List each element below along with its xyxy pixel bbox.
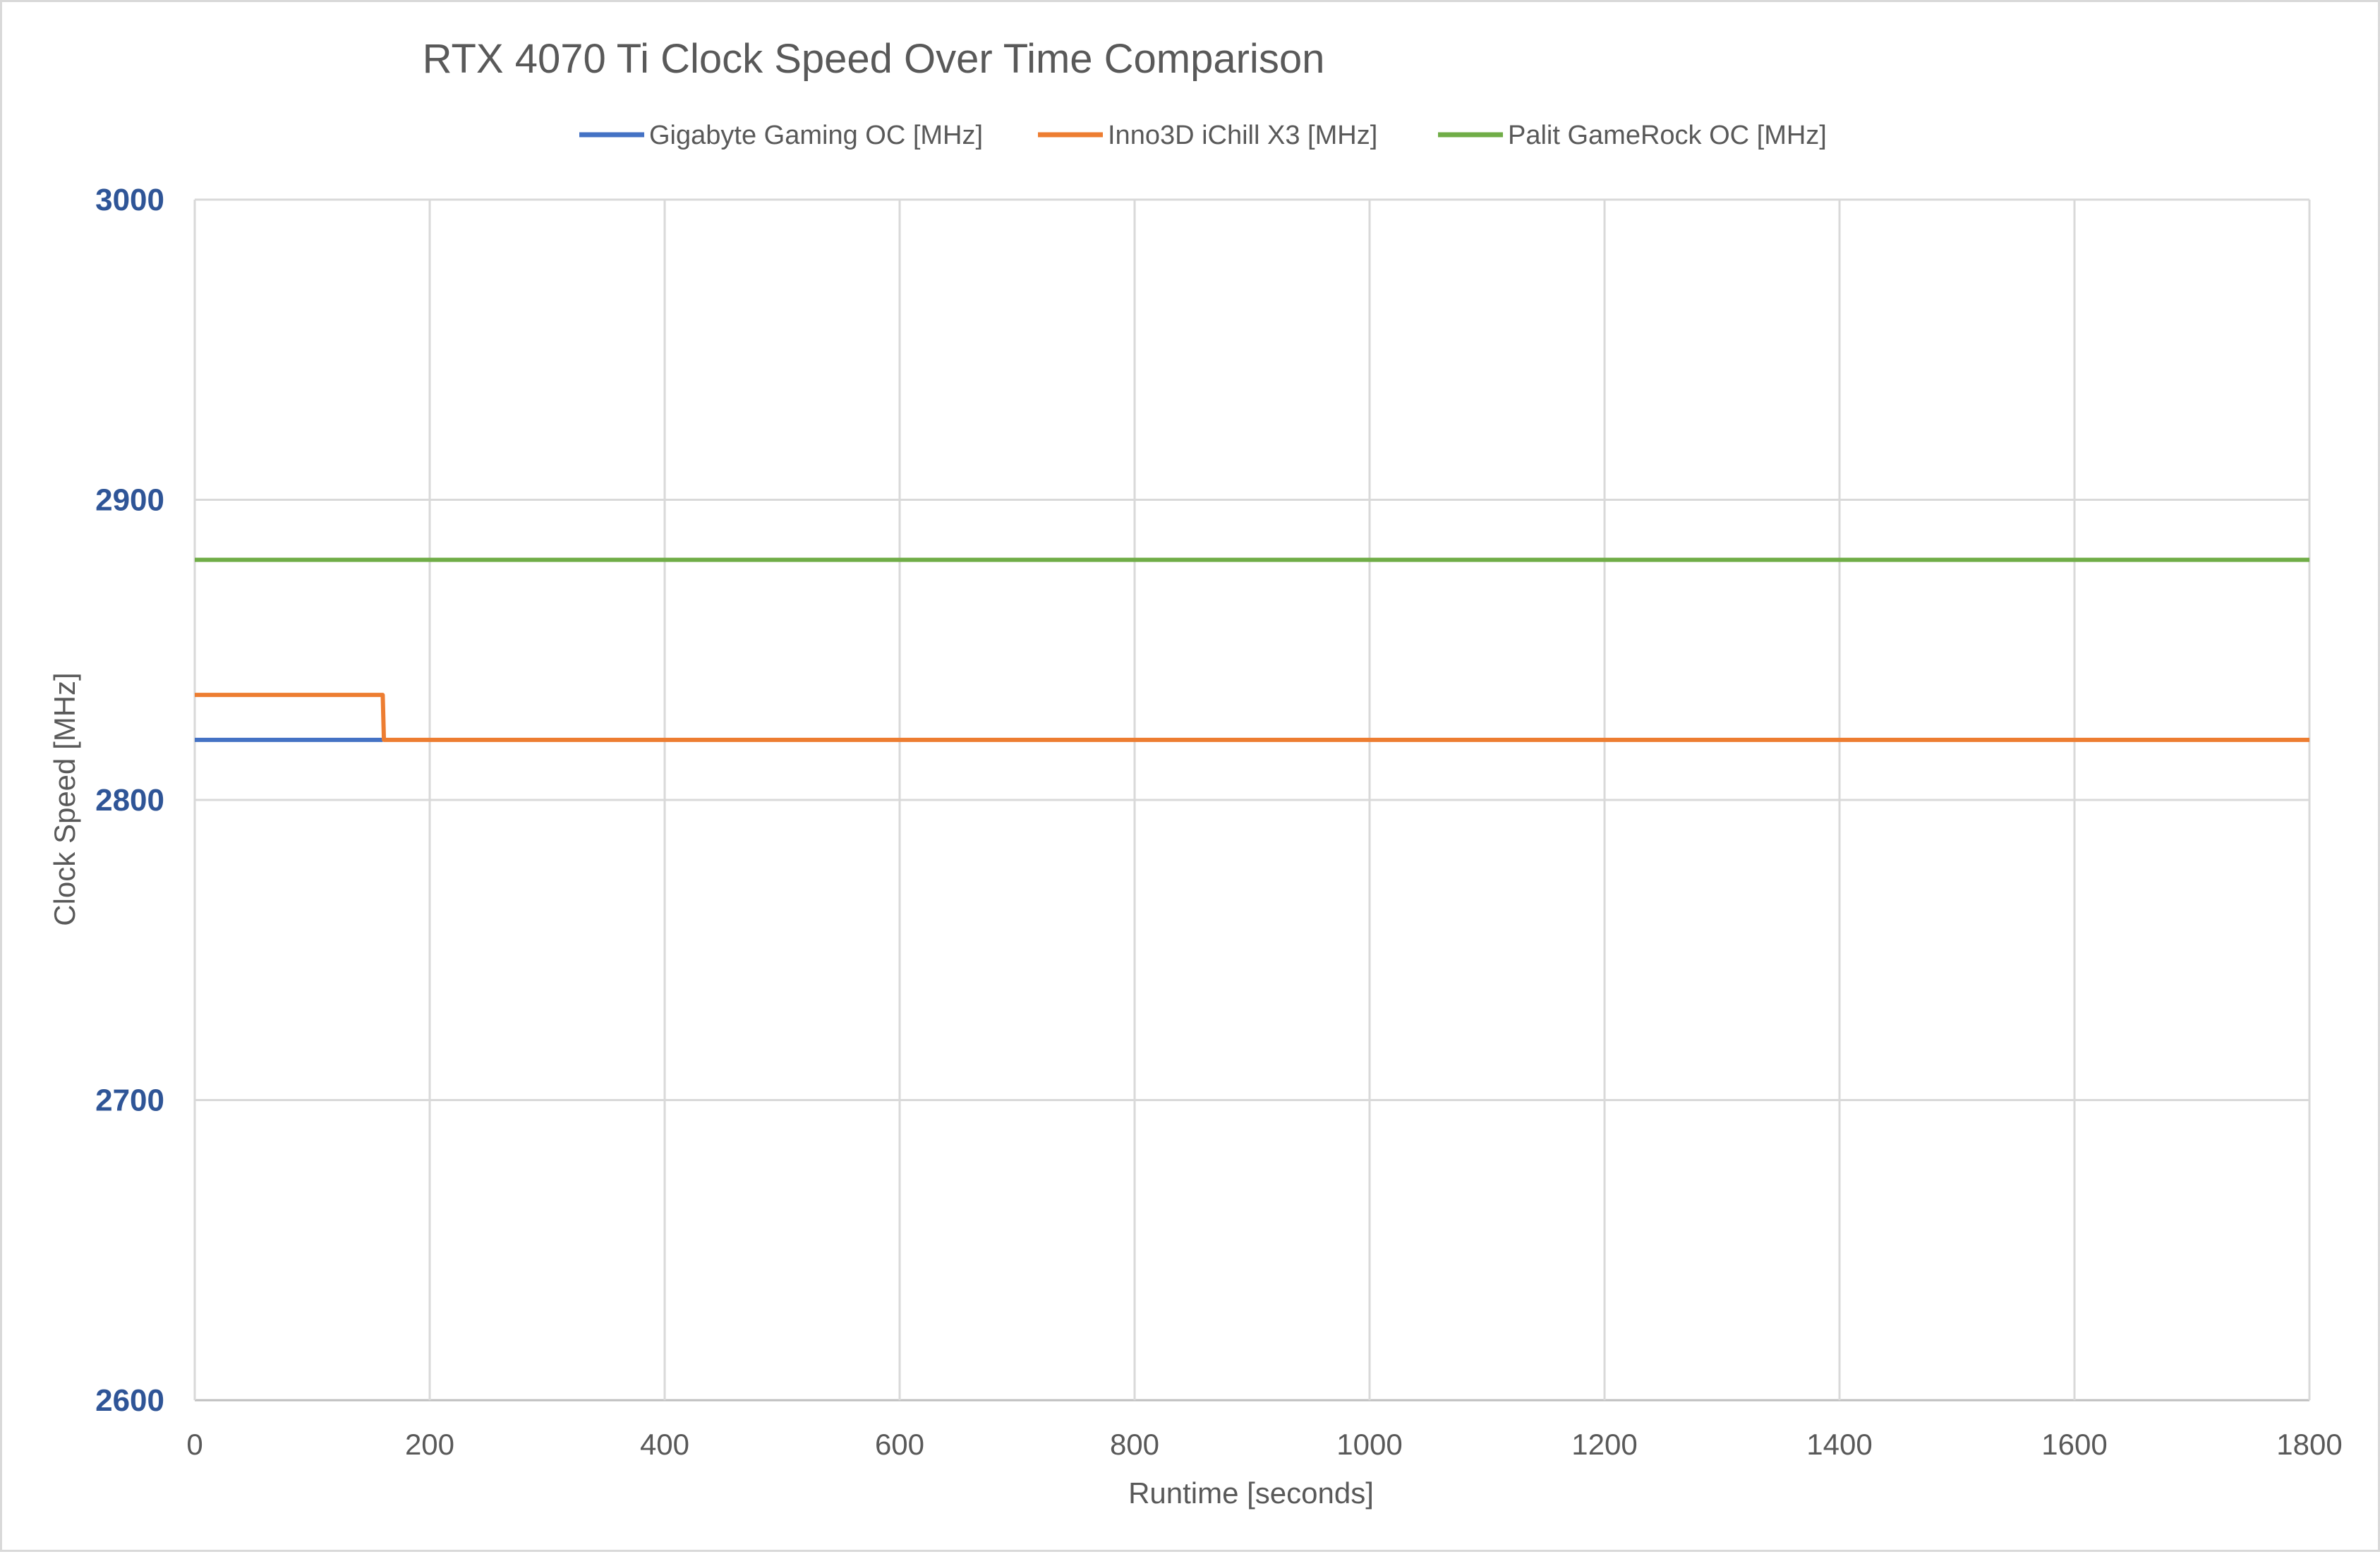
x-tick-label-200: 200 <box>405 1428 454 1461</box>
series-lines <box>195 557 2309 742</box>
gridlines <box>193 198 2311 1402</box>
x-tick-label-0: 0 <box>186 1428 203 1461</box>
y-tick-label-3000: 3000 <box>95 183 164 217</box>
legend-label-1: Gigabyte Gaming OC [MHz] <box>649 121 983 150</box>
x-tick-label-1000: 1000 <box>1336 1428 1402 1461</box>
x-tick-label-400: 400 <box>640 1428 689 1461</box>
x-tick-label-1200: 1200 <box>1571 1428 1637 1461</box>
y-tick-label-2700: 2700 <box>95 1083 164 1118</box>
x-tick-label-800: 800 <box>1110 1428 1159 1461</box>
x-tick-label-600: 600 <box>875 1428 924 1461</box>
y-axis-title: Clock Speed [MHz] <box>48 672 81 925</box>
x-axis-ticks: 0 200 400 600 800 1000 1200 1400 1600 1800 <box>186 1428 2342 1461</box>
legend-label-2: Inno3D iChill X3 [MHz] <box>1108 121 1377 150</box>
chart-title: RTX 4070 Ti Clock Speed Over Time Compar… <box>423 36 1325 82</box>
y-tick-label-2800: 2800 <box>95 783 164 818</box>
y-tick-label-2600: 2600 <box>95 1383 164 1418</box>
series-line-2 <box>195 693 2309 742</box>
legend-label-3: Palit GameRock OC [MHz] <box>1508 121 1827 150</box>
x-axis-title: Runtime [seconds] <box>1128 1476 1374 1510</box>
x-tick-label-1600: 1600 <box>2041 1428 2107 1461</box>
x-tick-label-1400: 1400 <box>1806 1428 1872 1461</box>
y-tick-label-2900: 2900 <box>95 483 164 518</box>
x-tick-label-1800: 1800 <box>2276 1428 2342 1461</box>
y-axis-ticks: 2600 2700 2800 2900 3000 <box>95 183 164 1418</box>
legend: Gigabyte Gaming OC [MHz] Inno3D iChill X3… <box>579 121 1827 150</box>
